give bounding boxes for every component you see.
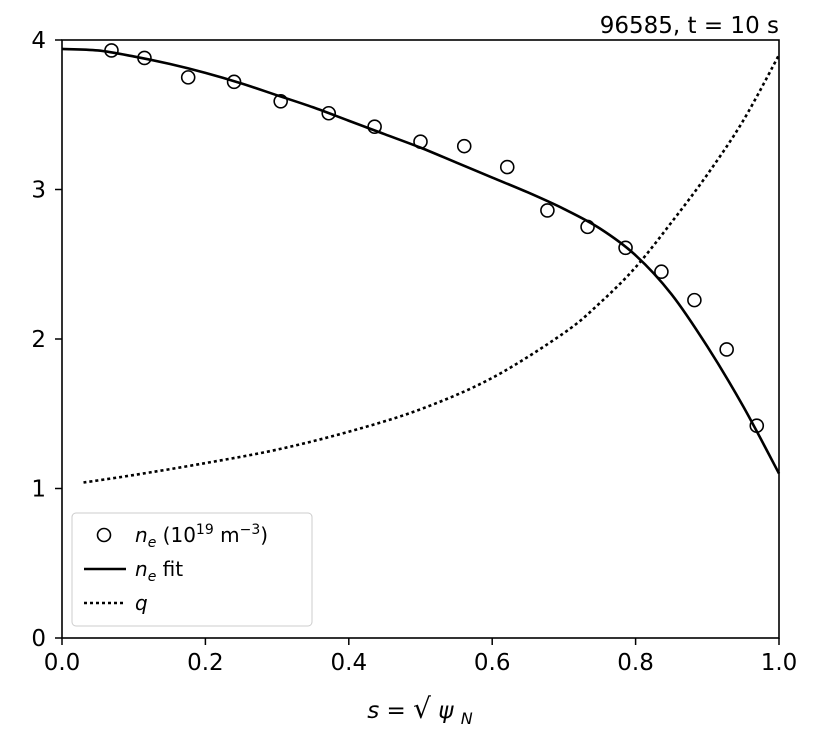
data-point-ne <box>687 292 702 308</box>
x-tick-label: 1.0 <box>761 650 798 676</box>
chart-marks <box>61 43 781 484</box>
data-point-ne <box>540 203 555 218</box>
chart-title: 96585, t = 10 s <box>600 13 779 39</box>
data-point-ne <box>226 74 242 90</box>
data-point-ne <box>580 219 595 235</box>
y-tick-label: 0 <box>31 626 46 652</box>
y-axis: 0 1 2 3 4 <box>31 28 62 652</box>
legend-label-ne-fit: ne fit <box>135 557 183 585</box>
y-tick-label: 1 <box>31 477 46 503</box>
data-point-ne <box>321 105 337 121</box>
x-axis: 0.0 0.2 0.4 0.6 0.8 1.0 <box>44 638 798 676</box>
data-point-ne <box>180 70 196 85</box>
legend-label-ne: ne (1019 m−3) <box>135 522 268 551</box>
legend: ne (1019 m−3) ne fit q <box>71 512 313 627</box>
data-point-ne <box>654 264 669 280</box>
data-point-ne <box>137 50 152 66</box>
x-tick-label: 0.0 <box>44 650 81 676</box>
data-point-ne <box>367 119 382 135</box>
legend-label-q: q <box>135 591 148 615</box>
data-point-ne <box>719 342 734 357</box>
data-point-ne <box>749 418 765 434</box>
legend-box <box>71 512 313 627</box>
x-axis-label: s = √ ψ N <box>367 692 473 728</box>
x-tick-label: 0.8 <box>617 650 654 676</box>
x-tick-label: 0.2 <box>187 650 224 676</box>
x-tick-label: 0.6 <box>474 650 511 676</box>
data-point-ne <box>413 134 428 149</box>
legend-marker-ne <box>96 527 112 543</box>
y-tick-label: 4 <box>31 28 46 54</box>
data-point-ne <box>273 93 288 109</box>
series-line-ne-fit <box>61 47 781 475</box>
data-point-ne <box>104 43 119 58</box>
series-line-q <box>83 54 781 484</box>
y-tick-label: 3 <box>31 178 46 204</box>
data-point-ne <box>499 159 515 175</box>
data-point-ne <box>618 240 633 256</box>
y-tick-label: 2 <box>31 327 46 353</box>
x-tick-label: 0.4 <box>331 650 368 676</box>
data-point-ne <box>456 138 472 154</box>
